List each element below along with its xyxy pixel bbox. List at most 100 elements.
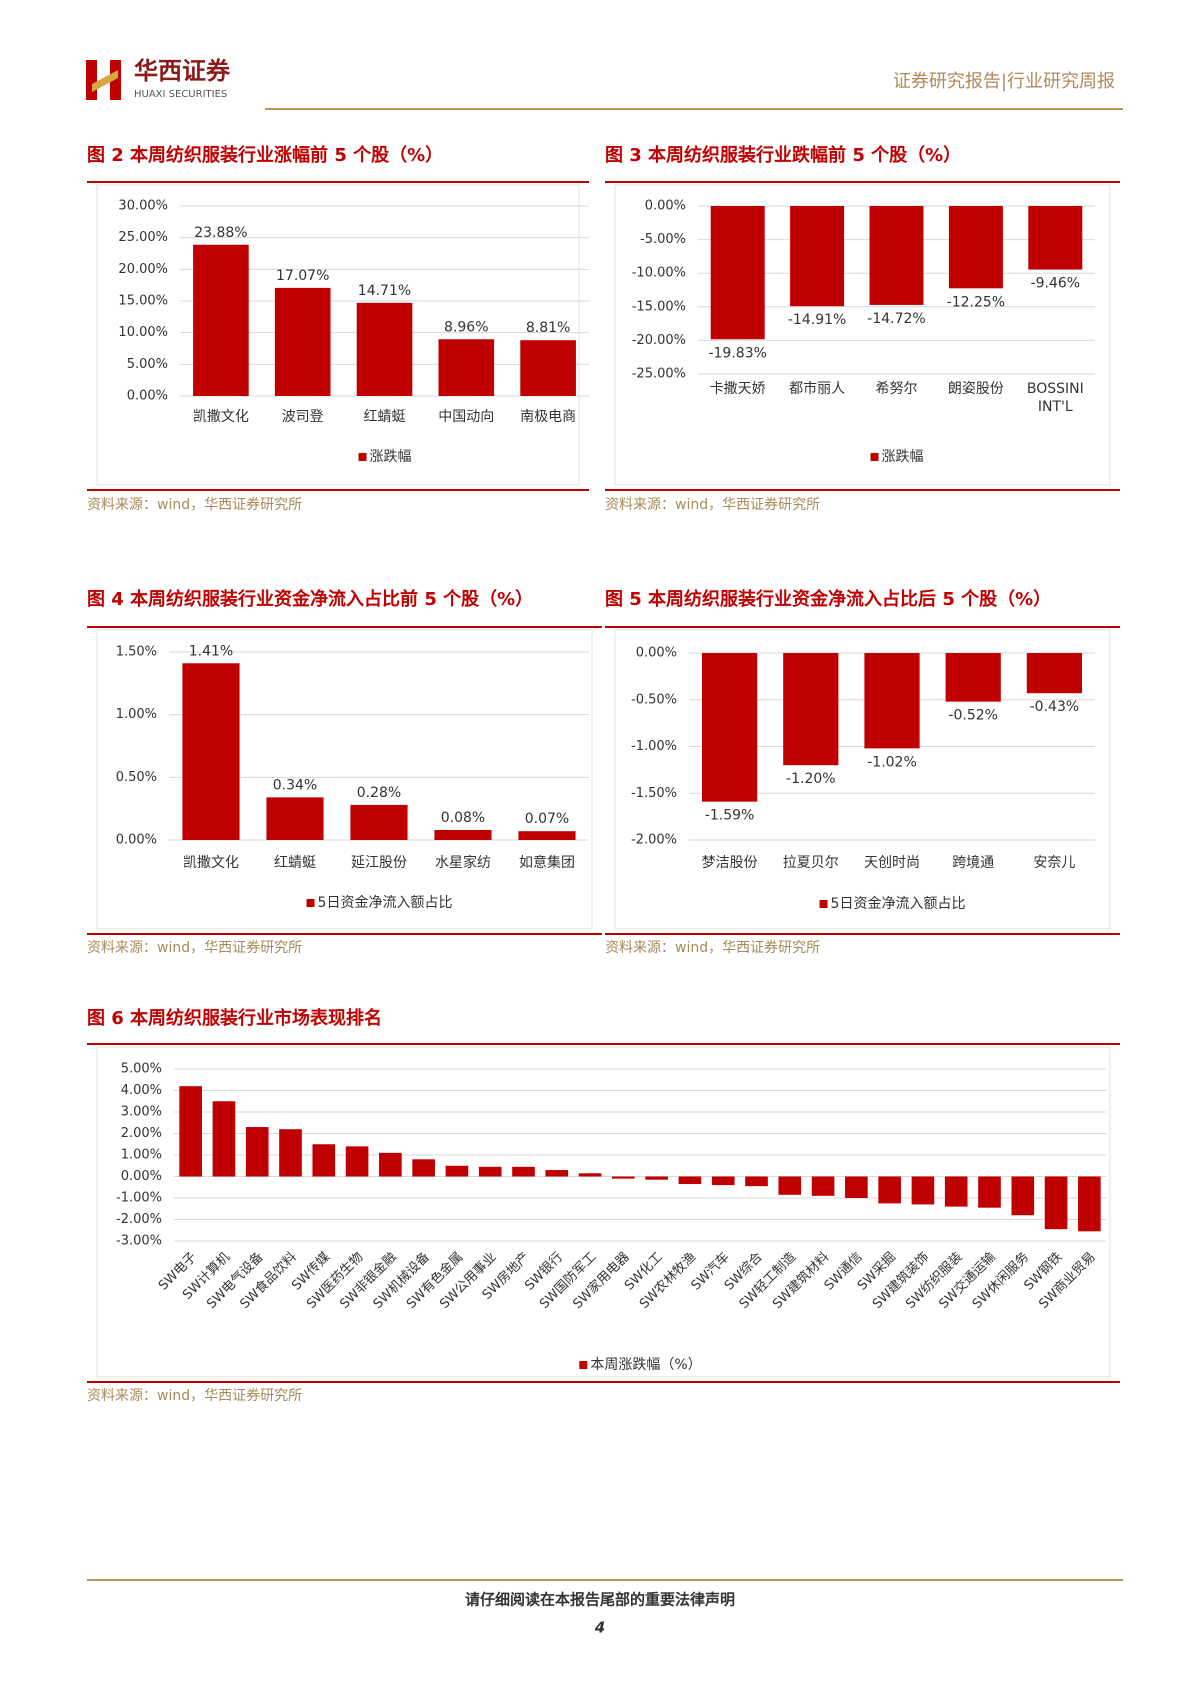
bar [845, 1176, 868, 1198]
legend-label: 5日资金净流入额占比 [318, 895, 453, 911]
y-tick-label: 5.00% [127, 357, 168, 372]
y-tick-label: -25.00% [632, 367, 686, 382]
data-label: -1.20% [786, 771, 836, 787]
figure-title: 图 3 本周纺织服装行业跌幅前 5 个股（%） [605, 144, 961, 166]
bar [545, 1170, 569, 1177]
x-tick-label: 红蜻蜓 [364, 409, 406, 425]
y-tick-label: -3.00% [116, 1234, 162, 1249]
data-label: 8.81% [526, 320, 570, 336]
x-tick-label: 拉夏贝尔 [783, 855, 839, 871]
bar [710, 206, 765, 340]
x-tick-label: 中国动向 [438, 409, 494, 425]
data-label: -1.02% [867, 754, 917, 770]
x-tick-label: 都市丽人 [789, 380, 845, 397]
bar [193, 244, 249, 396]
legend-swatch [870, 453, 879, 461]
y-tick-label: 20.00% [118, 262, 168, 277]
bar [1078, 1176, 1101, 1232]
source: 资料来源：wind，华西证券研究所 [605, 497, 820, 513]
x-tick-label: 凯撒文化 [193, 409, 249, 425]
figure-title: 图 2 本周纺织服装行业涨幅前 5 个股（%） [87, 144, 443, 166]
y-tick-label: 5.00% [121, 1062, 162, 1077]
x-tick-label: 卡撒天娇 [710, 381, 766, 397]
bar [745, 1176, 768, 1187]
x-tick-label: 南极电商 [520, 409, 576, 425]
y-tick-label: -20.00% [632, 333, 686, 348]
y-tick-label: -2.00% [631, 833, 677, 848]
bar [645, 1176, 668, 1180]
x-tick-label: 水星家纺 [435, 854, 491, 871]
brand: 华西证券 [134, 57, 231, 85]
chart-frame [96, 1046, 1111, 1378]
data-label: 0.07% [525, 811, 569, 827]
legend-label: 涨跌幅 [370, 449, 412, 465]
bar [445, 1165, 469, 1177]
figure-title: 图 6 本周纺织服装行业市场表现排名 [87, 1007, 382, 1029]
data-label: 0.28% [357, 785, 401, 801]
logo [86, 60, 121, 100]
x-tick-label: 跨境通 [952, 855, 994, 871]
bar [412, 1159, 435, 1177]
data-label: -14.72% [867, 311, 925, 327]
data-label: -1.59% [705, 808, 755, 824]
report-type: 证券研究报告|行业研究周报 [893, 71, 1115, 92]
bar [811, 1176, 835, 1196]
legend-label: 本周涨跌幅（%） [590, 1357, 701, 1373]
chart-frame [614, 629, 1111, 930]
y-tick-label: 1.50% [116, 645, 157, 660]
bar [1044, 1176, 1068, 1230]
bar [978, 1176, 1001, 1208]
y-tick-label: 2.00% [121, 1126, 162, 1141]
bar [578, 1173, 602, 1177]
bar [356, 302, 413, 396]
chart-frame [614, 184, 1111, 486]
y-tick-label: 0.00% [121, 1169, 162, 1184]
data-label: 8.96% [444, 319, 488, 335]
bar [864, 653, 920, 749]
chart-frame [96, 629, 593, 930]
data-label: -0.43% [1030, 699, 1080, 715]
data-label: 0.34% [273, 777, 317, 793]
x-tick-label: BOSSINI INT'L [1027, 381, 1084, 415]
data-label: -9.46% [1031, 276, 1081, 292]
legend-swatch [819, 900, 828, 908]
data-label: -12.25% [947, 294, 1005, 310]
y-tick-label: 30.00% [118, 199, 168, 214]
y-tick-label: 15.00% [118, 294, 168, 309]
figure-title: 图 4 本周纺织服装行业资金净流入占比前 5 个股（%） [87, 588, 533, 610]
legend-label: 5日资金净流入额占比 [831, 896, 966, 912]
bar [379, 1152, 402, 1177]
bar [520, 340, 576, 396]
x-tick-label: 红蜻蜓 [274, 855, 316, 871]
bar [944, 1176, 968, 1207]
legend-swatch [579, 1361, 588, 1369]
y-tick-label: -2.00% [116, 1212, 162, 1227]
bar [778, 1176, 802, 1195]
bar [711, 1176, 735, 1186]
x-tick-label: 天创时尚 [864, 855, 920, 871]
bar [783, 653, 839, 766]
bar [518, 831, 576, 840]
bar [948, 206, 1003, 289]
bar [274, 287, 331, 396]
bar [678, 1176, 702, 1185]
disclaimer: 请仔细阅读在本报告尾部的重要法律声明 [465, 1591, 735, 1609]
bar [612, 1176, 635, 1179]
x-tick-label: 朗姿股份 [948, 381, 1004, 397]
y-tick-label: 0.00% [645, 199, 686, 214]
source: 资料来源：wind，华西证券研究所 [87, 1388, 302, 1404]
y-tick-label: 4.00% [121, 1083, 162, 1098]
brand-en: HUAXI SECURITIES [134, 89, 227, 100]
bar [179, 1086, 202, 1177]
y-tick-label: 1.00% [116, 707, 157, 722]
figure-title: 图 5 本周纺织服装行业资金净流入占比后 5 个股（%） [605, 588, 1051, 610]
data-label: -19.83% [708, 345, 766, 361]
y-tick-label: 1.00% [121, 1148, 162, 1163]
bar [312, 1144, 336, 1177]
bar [1028, 206, 1083, 270]
y-tick-label: 25.00% [118, 230, 168, 245]
y-tick-label: -1.00% [631, 739, 677, 754]
bar [1026, 653, 1083, 694]
bar [790, 206, 845, 307]
